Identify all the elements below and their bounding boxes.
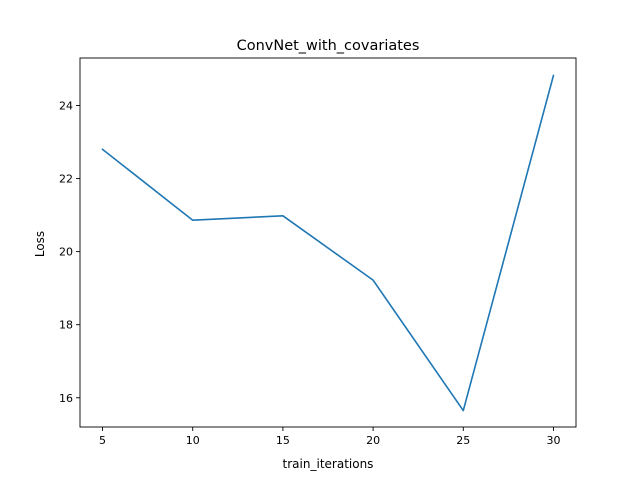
chart-title: ConvNet_with_covariates [237, 38, 420, 54]
y-tick-label: 20 [59, 246, 73, 259]
y-tick-label: 18 [59, 319, 73, 332]
plot-area: 5 10 15 20 25 30 16 18 20 22 24 [59, 57, 577, 447]
x-tick-label: 10 [186, 434, 200, 447]
series-line-0 [101, 74, 555, 412]
y-tick-label: 16 [59, 392, 73, 405]
x-tick-label: 5 [99, 434, 106, 447]
y-tick-label: 24 [59, 99, 73, 112]
y-axis-label: Loss [33, 231, 47, 257]
x-axis-label: train_iterations [283, 457, 374, 471]
axes-frame [79, 57, 577, 428]
x-tick-label: 30 [546, 434, 560, 447]
x-tick-label: 25 [456, 434, 470, 447]
x-tick-label: 20 [366, 434, 380, 447]
x-tick-label: 15 [276, 434, 290, 447]
y-tick-label: 22 [59, 173, 73, 186]
